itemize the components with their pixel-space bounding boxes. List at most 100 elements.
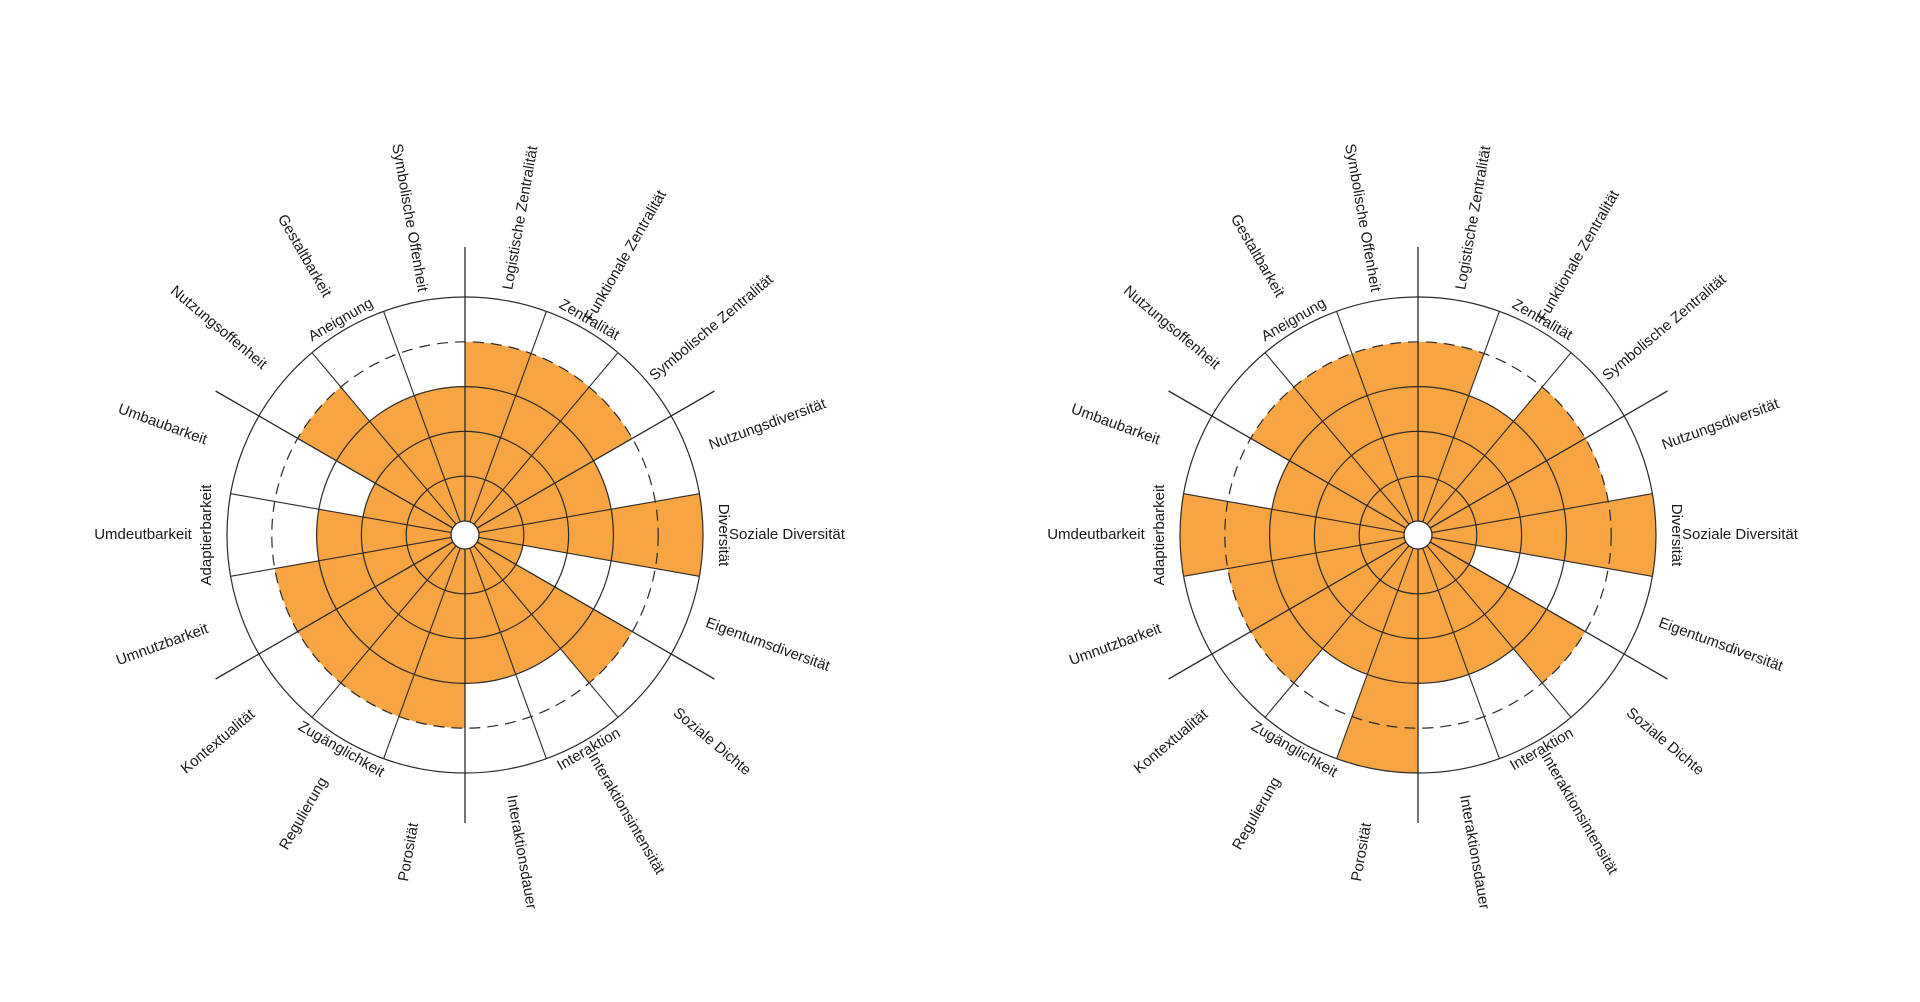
sector-label: Soziale Diversität (1682, 526, 1799, 543)
center-hole (1403, 520, 1433, 550)
sector-label: Gestaltbarkeit (274, 212, 335, 301)
sector-label: Interaktionsintensität (585, 750, 669, 878)
grid-spoke (478, 493, 700, 534)
sector-label: Regulierung (276, 774, 331, 853)
bar-17 (1293, 353, 1414, 525)
grid-spoke (1336, 547, 1414, 759)
grid-spoke (469, 311, 547, 523)
bar-11 (340, 545, 461, 717)
sector-label: Kontextualität (178, 705, 259, 777)
grid-spoke (1336, 311, 1414, 523)
grid-spoke (469, 547, 547, 759)
bar-2 (1422, 395, 1514, 525)
bar-15 (362, 483, 453, 533)
sector-label: Regulierung (1229, 774, 1284, 853)
sector-label: Kontextualität (1131, 705, 1212, 777)
bar-5 (1431, 493, 1656, 577)
sector-label: Nutzungsoffenheit (167, 282, 271, 373)
bar-2 (469, 353, 590, 525)
sector-label: Umdeutbarkeit (1047, 526, 1145, 543)
group-label: Interaktion (1507, 724, 1576, 774)
polar-chart-2: Logistische Zentralität Funktionale Zentr… (1047, 143, 1799, 911)
grid-spoke (383, 547, 461, 759)
group-label: Interaktion (554, 724, 623, 774)
grid-spoke (1422, 311, 1500, 523)
sector-label: Gestaltbarkeit (1227, 212, 1288, 301)
group-divider (1168, 541, 1407, 680)
group-divider (1429, 541, 1668, 680)
group-label: Zugänglichkeit (295, 718, 388, 782)
bar-14 (316, 509, 452, 561)
sector-label: Nutzungsdiversität (1660, 395, 1783, 453)
bar-1 (465, 341, 532, 522)
sector-label: Nutzungsoffenheit (1120, 282, 1224, 373)
bar-6 (1430, 537, 1476, 565)
grid-spoke (473, 352, 619, 525)
bar-16 (297, 387, 457, 528)
bar-12 (1250, 542, 1410, 683)
sector-label: Symbolische Zentralität (1599, 270, 1730, 384)
bar-17 (369, 395, 461, 525)
bar-18 (414, 386, 465, 522)
sector-label: Eigentumsdiversität (1656, 614, 1786, 675)
sector-label: Interaktionsdauer (1456, 793, 1493, 910)
sector-label: Logistische Zentralität (1452, 144, 1494, 291)
bar-8 (1422, 545, 1514, 675)
bar-8 (469, 545, 561, 675)
group-divider (476, 390, 715, 529)
bar-6 (477, 537, 523, 565)
grid-spoke (473, 545, 619, 718)
sector-label: Symbolische Offenheit (388, 143, 431, 294)
group-divider (1168, 390, 1407, 529)
sector-label: Symbolische Zentralität (646, 270, 777, 384)
bar-10 (398, 548, 465, 729)
bar-16 (1250, 387, 1410, 528)
sector-label: Funktionale Zentralität (581, 187, 670, 325)
bar-3 (473, 387, 633, 528)
grid-spoke (1431, 536, 1653, 577)
bar-10 (1336, 548, 1418, 773)
grid-spoke (1422, 547, 1500, 759)
grid-spoke (311, 352, 457, 525)
sector-label: Logistische Zentralität (499, 144, 541, 291)
grid-spoke (311, 545, 457, 718)
group-label: Adaptierbarkeit (198, 484, 215, 586)
sector-label: Soziale Diversität (729, 526, 846, 543)
group-label: Zugänglichkeit (1248, 718, 1341, 782)
grid-spoke (1183, 536, 1405, 577)
sector-label: Eigentumsdiversität (703, 614, 833, 675)
grid-spoke (1264, 545, 1410, 718)
center-hole (450, 520, 480, 550)
sector-label: Umbaubarkeit (116, 400, 210, 448)
sector-label: Umnutzbarkeit (114, 620, 211, 669)
bar-3 (1426, 387, 1586, 528)
bar-9 (465, 548, 516, 684)
grid-spoke (230, 536, 452, 577)
bar-14 (1180, 493, 1405, 577)
sector-label: Nutzungsdiversität (707, 395, 830, 453)
sector-label: Interaktionsintensität (1538, 750, 1622, 878)
group-label: Aneignung (1258, 294, 1329, 345)
grid-spoke (1183, 493, 1405, 534)
grid-spoke (1426, 352, 1572, 525)
bar-7 (473, 542, 633, 683)
sector-label: Porosität (1348, 821, 1375, 883)
sector-label: Porosität (395, 821, 422, 883)
group-label: Aneignung (305, 294, 376, 345)
group-divider (215, 541, 454, 680)
grid-spoke (1431, 493, 1653, 534)
bar-12 (297, 542, 457, 683)
grid-spoke (1264, 352, 1410, 525)
grid-spoke (230, 493, 452, 534)
sector-label: Umdeutbarkeit (94, 526, 192, 543)
sector-label: Umbaubarkeit (1069, 400, 1163, 448)
sector-label: Interaktionsdauer (503, 793, 540, 910)
group-label: Diversität (715, 504, 732, 567)
grid-spoke (383, 311, 461, 523)
sector-label: Umnutzbarkeit (1067, 620, 1164, 669)
sector-label: Funktionale Zentralität (1534, 187, 1623, 325)
bar-5 (478, 493, 703, 577)
polar-chart-1: Logistische Zentralität Funktionale Zentr… (94, 143, 846, 911)
grid-spoke (478, 536, 700, 577)
bar-1 (1418, 341, 1485, 522)
